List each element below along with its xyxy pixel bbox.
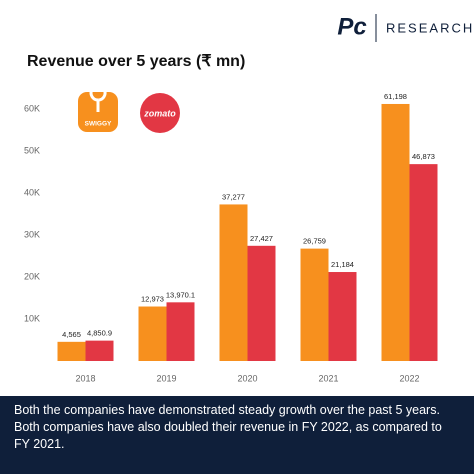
value-label: 21,184 <box>331 260 354 269</box>
y-tick-label: 20K <box>24 271 40 281</box>
value-label: 46,873 <box>412 152 435 161</box>
value-label: 4,565 <box>62 330 81 339</box>
x-tick-label: 2018 <box>75 373 95 383</box>
value-label: 27,427 <box>250 234 273 243</box>
legend-label: SWIGGY <box>85 121 112 128</box>
x-tick-label: 2019 <box>156 373 176 383</box>
x-tick-label: 2021 <box>318 373 338 383</box>
value-label: 61,198 <box>384 92 407 101</box>
bar <box>219 204 248 361</box>
bar <box>328 272 357 361</box>
bar <box>57 341 86 361</box>
brand-name: RESEARCH <box>386 20 474 35</box>
x-tick-label: 2020 <box>237 373 257 383</box>
chart-title: Revenue over 5 years (₹ mn) <box>27 53 245 70</box>
value-label: 12,973 <box>141 294 164 303</box>
footer: Both the companies have demonstrated ste… <box>0 396 474 474</box>
x-tick-label: 2022 <box>399 373 419 383</box>
value-label: 13,970.1 <box>166 290 195 299</box>
y-tick-label: 30K <box>24 229 40 239</box>
y-tick-label: 60K <box>24 103 40 113</box>
value-label: 26,759 <box>303 237 326 246</box>
bar <box>409 164 438 361</box>
bar <box>381 103 410 362</box>
bar <box>138 306 167 361</box>
legend-icon <box>89 84 107 112</box>
value-label: 37,277 <box>222 192 245 201</box>
bar <box>300 248 329 361</box>
value-label: 4,850.9 <box>87 329 112 338</box>
y-tick-label: 10K <box>24 313 40 323</box>
bar <box>247 245 276 361</box>
legend-label: zomato <box>143 108 176 118</box>
legend-swatch <box>140 93 180 133</box>
brand-logo: Pc <box>337 13 366 40</box>
bar <box>85 340 114 361</box>
y-tick-label: 40K <box>24 187 40 197</box>
chart: Pc RESEARCH Revenue over 5 years (₹ mn) … <box>24 13 474 383</box>
y-tick-label: 50K <box>24 145 40 155</box>
bar <box>166 302 195 361</box>
